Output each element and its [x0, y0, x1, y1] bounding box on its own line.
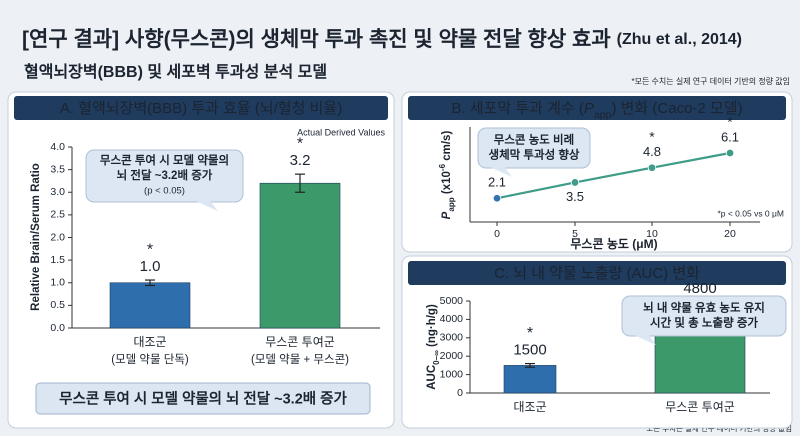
callout-box	[477, 127, 591, 169]
text-part: B. 세포막 투과 계수 (	[451, 100, 583, 117]
text-part: P	[584, 100, 594, 117]
callout-pointer	[491, 167, 512, 177]
y-tick-label: 2000	[440, 350, 464, 362]
header-note: *모든 수치는 실제 연구 데이터 기반의 정량 값임	[631, 76, 790, 86]
y-tick-label: 1.0	[50, 277, 65, 289]
page-subtitle: 혈액뇌장벽(BBB) 및 세포벽 투과성 분석 모델	[24, 62, 327, 81]
y-tick-label: 2.0	[50, 231, 65, 243]
y-tick-label: 4.0	[50, 141, 65, 153]
bar	[259, 182, 341, 329]
y-tick-label: 0	[457, 387, 463, 399]
x-tick-note: (모델 약물 + 무스콘)	[251, 352, 349, 366]
caption: Actual Derived Values	[297, 127, 385, 137]
significance-star: *	[649, 128, 655, 144]
y-tick-label: 3.0	[50, 186, 65, 198]
data-point	[725, 148, 735, 158]
y-tick-label: 3000	[440, 332, 464, 344]
significance-star: *	[527, 325, 533, 342]
value-label: 1500	[513, 342, 546, 359]
x-tick-label: 무스콘 투여군	[665, 400, 735, 414]
callout-text: 무스콘 투여 시 모델 약물의	[100, 153, 229, 167]
panel-title: A. 혈액뇌장벽(BBB) 투과 효율 (뇌/혈청 비율)	[60, 100, 342, 117]
footnote: *p < 0.05 vs 0 μM	[717, 208, 784, 218]
panel-header	[408, 96, 786, 120]
value-label: 2.1	[488, 175, 506, 190]
y-tick-label: 0.0	[50, 322, 65, 334]
value-label: 4.8	[643, 144, 661, 159]
callout-text: 무스콘 농도 비례	[494, 133, 574, 147]
callout-text: 뇌 내 약물 유효 농도 유지	[643, 301, 765, 315]
callout-pointer	[635, 335, 656, 345]
summary-text: 무스콘 투여 시 모델 약물의 뇌 전달 ~3.2배 증가	[59, 389, 347, 407]
data-line	[496, 151, 731, 200]
bar	[109, 282, 191, 329]
value-label: 4800	[683, 280, 716, 297]
error-bar	[525, 362, 535, 368]
text-part: cm/s)	[441, 131, 453, 164]
data-point	[570, 178, 580, 187]
y-tick-label: 0.5	[50, 299, 65, 311]
significance-star: *	[727, 114, 733, 130]
callout-pointer	[196, 201, 218, 211]
y-axis-label: Relative Brain/Serum Ratio	[30, 163, 42, 311]
y-tick-label: 2.5	[50, 209, 65, 221]
callout-text: 시간 및 총 노출량 증가	[650, 316, 758, 330]
callout-box	[85, 149, 244, 203]
x-axis-label: 무스콘 농도 (μM)	[570, 237, 657, 251]
summary-banner	[35, 382, 371, 415]
page-title: [연구 결과] 사향(무스콘)의 생체막 투과 촉진 및 약물 전달 향상 효과…	[22, 27, 742, 51]
y-tick-label: 5000	[440, 295, 464, 307]
x-tick-label: 대조군	[513, 400, 546, 414]
text-part: AUC	[426, 365, 438, 390]
panel-title: C. 뇌 내 약물 노출량 (AUC) 변화	[494, 265, 700, 282]
text-part: app	[447, 197, 456, 211]
x-tick-label: 5	[572, 228, 578, 240]
callout-text: (p < 0.05)	[144, 186, 185, 197]
text-part: (x10	[441, 171, 453, 197]
x-tick-label: 20	[724, 228, 736, 240]
significance-star: *	[147, 241, 153, 258]
bar	[503, 365, 557, 394]
data-point	[647, 163, 657, 172]
y-tick-label: 3.5	[50, 163, 65, 175]
y-axis-label: AUC0–∞ (ng·h/g)	[426, 304, 441, 390]
callout-text: 뇌 전달 ~3.2배 증가	[117, 168, 213, 182]
value-label: 3.5	[566, 189, 584, 204]
x-tick-label: 0	[494, 228, 500, 240]
value-label: 6.1	[721, 129, 739, 144]
error-bar	[145, 279, 155, 287]
text-part: P	[441, 211, 453, 219]
panel-title: B. 세포막 투과 계수 (Papp) 변화 (Caco-2 모델)	[451, 100, 742, 121]
y-tick-label: 1000	[440, 368, 464, 380]
title-main: [연구 결과] 사향(무스콘)의 생체막 투과 촉진 및 약물 전달 향상 효과	[22, 27, 611, 51]
x-tick-label: 10	[646, 228, 658, 240]
value-label: 1.0	[140, 258, 161, 275]
text-part: (ng·h/g)	[426, 304, 438, 350]
text-part: 0–∞	[432, 350, 441, 365]
x-tick-label: 무스콘 투여군	[265, 335, 335, 349]
text-part: app	[594, 109, 612, 121]
error-bar	[295, 173, 305, 193]
x-tick-label: 대조군	[133, 335, 166, 349]
y-tick-label: 4000	[440, 313, 464, 325]
y-tick-label: 1.5	[50, 254, 65, 266]
panel-header	[14, 96, 388, 120]
y-axis-label: Papp (x10-6 cm/s)	[438, 131, 456, 220]
text-part: -6	[438, 163, 447, 171]
text-part: ) 변화 (Caco-2 모델)	[611, 100, 742, 117]
x-tick-note: (모델 약물 단독)	[111, 352, 189, 366]
callout-text: 생체막 투과성 향상	[488, 148, 579, 162]
callout-box	[621, 295, 787, 337]
significance-star: *	[297, 135, 303, 152]
panel-header	[408, 261, 786, 285]
value-label: 3.2	[290, 152, 311, 169]
data-point	[492, 194, 502, 203]
title-citation: (Zhu et al., 2014)	[617, 31, 742, 48]
